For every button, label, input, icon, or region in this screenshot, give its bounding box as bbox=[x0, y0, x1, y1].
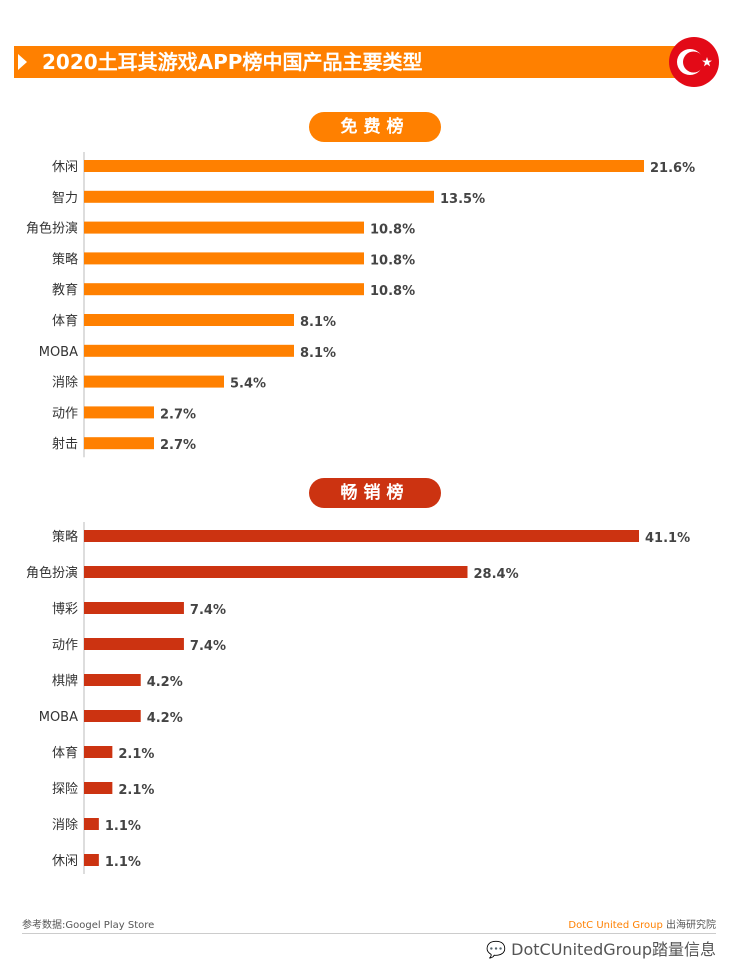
value-label: 5.4% bbox=[230, 377, 266, 392]
category-label: 教育 bbox=[52, 282, 78, 298]
brand-credit: DotC United Group 出海研究院 bbox=[568, 916, 716, 931]
value-label: 1.1% bbox=[105, 819, 141, 834]
category-label: MOBA bbox=[39, 710, 78, 725]
category-label: 动作 bbox=[52, 406, 78, 421]
category-label: 体育 bbox=[52, 745, 78, 761]
value-label: 8.1% bbox=[300, 346, 336, 361]
bar bbox=[84, 221, 364, 234]
value-label: 4.2% bbox=[147, 711, 183, 726]
bar bbox=[84, 782, 113, 794]
category-label: 角色扮演 bbox=[26, 565, 78, 581]
category-label: 体育 bbox=[52, 313, 78, 329]
value-label: 2.7% bbox=[160, 407, 196, 422]
category-label: 消除 bbox=[52, 818, 78, 833]
bar bbox=[84, 854, 99, 866]
bar bbox=[84, 530, 639, 542]
category-label: 动作 bbox=[52, 638, 78, 653]
free-chart-title: 免费榜 bbox=[309, 112, 441, 142]
bar bbox=[84, 602, 184, 614]
value-label: 2.1% bbox=[118, 747, 154, 762]
value-label: 13.5% bbox=[440, 192, 485, 207]
value-label: 41.1% bbox=[645, 531, 690, 546]
value-label: 8.1% bbox=[300, 315, 336, 330]
value-label: 4.2% bbox=[147, 675, 183, 690]
wechat-credit: 💬 DotCUnitedGroup踏量信息 bbox=[486, 936, 716, 960]
brand-suffix: 出海研究院 bbox=[662, 920, 716, 931]
value-label: 7.4% bbox=[190, 639, 226, 654]
category-label: 棋牌 bbox=[52, 673, 78, 689]
title-bar: 2020土耳其游戏APP榜中国产品主要类型 bbox=[14, 46, 694, 78]
bar bbox=[84, 344, 294, 357]
play-arrow-icon bbox=[18, 54, 27, 70]
wechat-icon: 💬 bbox=[486, 940, 512, 959]
page-title: 2020土耳其游戏APP榜中国产品主要类型 bbox=[42, 50, 423, 74]
value-label: 10.8% bbox=[370, 223, 415, 238]
value-label: 2.1% bbox=[118, 783, 154, 798]
value-label: 10.8% bbox=[370, 253, 415, 268]
bar bbox=[84, 252, 364, 265]
value-label: 10.8% bbox=[370, 284, 415, 299]
bar bbox=[84, 566, 468, 578]
category-label: 博彩 bbox=[52, 602, 78, 617]
value-label: 21.6% bbox=[650, 161, 695, 176]
bar bbox=[84, 375, 224, 388]
value-label: 2.7% bbox=[160, 438, 196, 453]
category-label: 策略 bbox=[52, 529, 78, 545]
category-label: 策略 bbox=[52, 251, 78, 267]
category-label: 射击 bbox=[52, 436, 78, 452]
brand-name: DotC United Group bbox=[568, 920, 663, 931]
category-label: 智力 bbox=[52, 191, 78, 206]
paid-chart-title: 畅销榜 bbox=[309, 478, 441, 508]
bar bbox=[84, 160, 644, 172]
bar bbox=[84, 818, 99, 830]
bar bbox=[84, 710, 141, 722]
value-label: 1.1% bbox=[105, 855, 141, 870]
footer-divider bbox=[22, 933, 716, 934]
category-label: 休闲 bbox=[52, 160, 78, 175]
bar bbox=[84, 638, 184, 650]
category-label: 角色扮演 bbox=[26, 221, 78, 237]
source-note: 参考数据:Googel Play Store bbox=[22, 920, 155, 931]
bar bbox=[84, 406, 154, 419]
category-label: MOBA bbox=[39, 345, 78, 360]
category-label: 休闲 bbox=[52, 854, 78, 869]
bar bbox=[84, 437, 154, 450]
bar bbox=[84, 674, 141, 686]
wechat-account: DotCUnitedGroup踏量信息 bbox=[511, 940, 716, 959]
category-label: 探险 bbox=[52, 782, 78, 797]
bar bbox=[84, 746, 113, 758]
bar bbox=[84, 314, 294, 326]
category-label: 消除 bbox=[52, 376, 78, 391]
value-label: 7.4% bbox=[190, 603, 226, 618]
bar bbox=[84, 190, 434, 203]
turkey-flag-icon bbox=[669, 37, 719, 87]
bar bbox=[84, 283, 364, 296]
value-label: 28.4% bbox=[474, 567, 519, 582]
